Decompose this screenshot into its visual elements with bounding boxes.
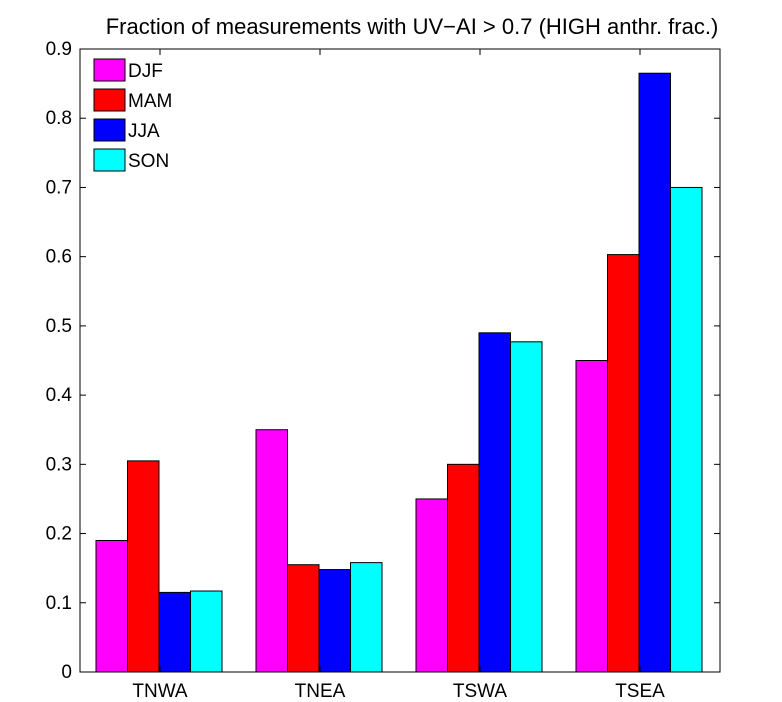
bar-jja-tnea: [318, 569, 351, 673]
legend-label-jja: JJA: [128, 121, 160, 142]
bar-djf-tnwa: [95, 539, 128, 673]
axes-box: [79, 48, 721, 673]
bar-djf-tnea: [255, 429, 288, 673]
x-tick-label-tsea: TSEA: [615, 681, 665, 702]
legend-swatch-jja: [93, 118, 126, 142]
y-tick-label: 0.2: [46, 524, 72, 545]
bar-son-tswa: [510, 341, 543, 673]
bar-son-tnea: [350, 562, 383, 673]
x-tick-label-tswa: TSWA: [453, 681, 508, 702]
bar-son-tnwa: [190, 590, 223, 673]
x-tick-label-tnea: TNEA: [295, 681, 346, 702]
bar-jja-tswa: [478, 332, 511, 673]
y-tick-label: 0.8: [46, 108, 72, 129]
bar-mam-tnea: [287, 564, 320, 673]
bar-djf-tswa: [415, 498, 448, 673]
bar-son-tsea: [670, 186, 703, 673]
y-tick-label: 0.9: [46, 39, 72, 60]
legend-swatch-djf: [93, 58, 126, 82]
x-tick-label-tnwa: TNWA: [132, 681, 188, 702]
bar-mam-tsea: [607, 254, 640, 673]
y-tick-label: 0.4: [46, 385, 73, 406]
plot-area: 0 0.1 0.2 0.3 0.4 0.5 0.6 0.7 0.8 0.9 TNWA TNEA TSWA…: [46, 39, 721, 702]
legend-swatch-son: [93, 148, 126, 172]
y-tick-label: 0.7: [46, 177, 72, 198]
legend-label-djf: DJF: [128, 61, 163, 82]
legend-label-mam: MAM: [128, 91, 172, 112]
y-tick-label: 0.6: [46, 247, 72, 268]
bar-djf-tsea: [575, 360, 608, 673]
y-tick-label: 0.1: [46, 593, 72, 614]
bar-mam-tnwa: [127, 460, 160, 673]
bar-jja-tnwa: [158, 591, 191, 673]
y-tick-label: 0: [61, 662, 72, 683]
bar-jja-tsea: [638, 72, 671, 673]
chart-title: Fraction of measurements with UV−AI > 0.…: [106, 14, 719, 39]
y-tick-label: 0.5: [46, 316, 72, 337]
legend-swatch-mam: [93, 88, 126, 112]
legend-label-son: SON: [128, 151, 169, 172]
y-tick-label: 0.3: [46, 454, 72, 475]
bar-mam-tswa: [447, 463, 480, 673]
